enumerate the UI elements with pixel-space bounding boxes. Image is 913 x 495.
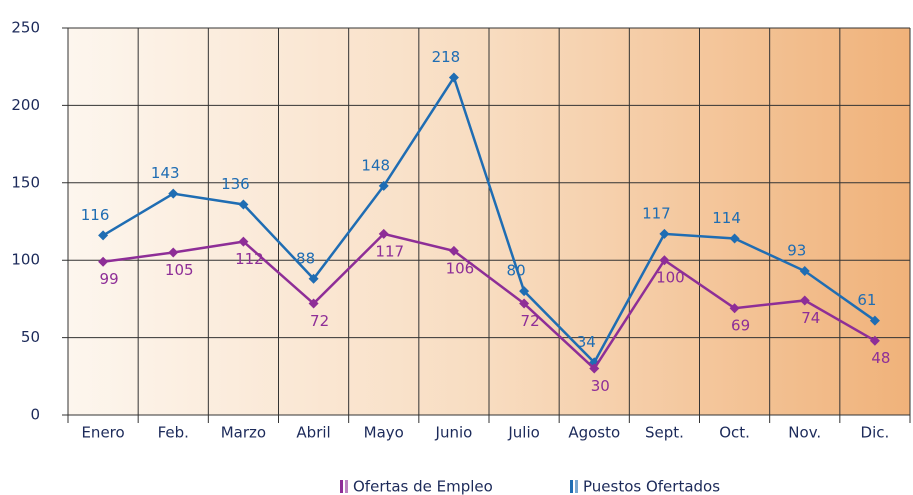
legend-label: Puestos Ofertados xyxy=(583,478,720,495)
y-tick-label: 100 xyxy=(11,251,40,269)
legend-label: Ofertas de Empleo xyxy=(353,478,493,495)
x-tick-label: Enero xyxy=(81,424,124,442)
data-label: 61 xyxy=(857,291,876,309)
data-label: 117 xyxy=(642,204,671,222)
y-tick-label: 250 xyxy=(11,19,40,37)
series-line xyxy=(102,74,876,365)
x-tick-label: Marzo xyxy=(221,424,266,442)
marker xyxy=(659,255,670,266)
data-label: 218 xyxy=(432,48,461,66)
marker xyxy=(869,315,880,326)
marker xyxy=(448,72,459,83)
x-tick-label: Junio xyxy=(435,424,473,442)
legend-swatch xyxy=(340,480,343,493)
x-tick-label: Nov. xyxy=(788,424,821,442)
data-label: 30 xyxy=(591,377,610,395)
data-label: 114 xyxy=(712,209,741,227)
data-label: 136 xyxy=(221,175,250,193)
y-tick-label: 50 xyxy=(21,328,40,346)
data-label: 148 xyxy=(361,156,390,174)
y-tick-label: 0 xyxy=(30,406,40,424)
marker xyxy=(448,245,459,256)
marker xyxy=(589,363,600,374)
marker xyxy=(378,228,389,239)
marker xyxy=(308,298,319,309)
data-label: 74 xyxy=(801,309,820,327)
marker xyxy=(238,199,249,210)
x-tick-label: Sept. xyxy=(645,424,684,442)
marker xyxy=(308,273,319,284)
data-label: 72 xyxy=(521,312,540,330)
marker xyxy=(799,295,810,306)
data-label: 99 xyxy=(100,270,119,288)
x-tick-label: Feb. xyxy=(158,424,189,442)
data-label: 106 xyxy=(446,259,475,277)
x-tick-label: Dic. xyxy=(861,424,890,442)
data-label: 69 xyxy=(731,317,750,335)
marker xyxy=(98,256,109,267)
marker xyxy=(519,286,530,297)
marker xyxy=(729,233,740,244)
data-label: 105 xyxy=(165,261,194,279)
marker xyxy=(378,180,389,191)
marker xyxy=(799,266,810,277)
marker xyxy=(168,247,179,258)
legend-swatch xyxy=(575,480,578,493)
data-label: 34 xyxy=(577,333,596,351)
marker xyxy=(659,228,670,239)
legend-swatch xyxy=(570,480,573,493)
data-label: 93 xyxy=(787,242,806,260)
y-tick-label: 200 xyxy=(11,96,40,114)
y-tick-label: 150 xyxy=(11,173,40,191)
x-tick-label: Agosto xyxy=(568,424,620,442)
data-label: 143 xyxy=(151,164,180,182)
data-label: 48 xyxy=(871,349,890,367)
x-tick-label: Mayo xyxy=(364,424,404,442)
data-label: 117 xyxy=(375,242,404,260)
marker xyxy=(519,298,530,309)
marker xyxy=(869,335,880,346)
marker xyxy=(729,303,740,314)
marker xyxy=(238,236,249,247)
data-label: 112 xyxy=(235,250,264,268)
data-label: 80 xyxy=(507,262,526,280)
x-tick-label: Julio xyxy=(507,424,539,442)
data-label: 88 xyxy=(296,249,315,267)
marker xyxy=(98,230,109,241)
data-label: 72 xyxy=(310,312,329,330)
legend-swatch xyxy=(345,480,348,493)
x-tick-label: Abril xyxy=(296,424,330,442)
marker xyxy=(168,188,179,199)
x-tick-label: Oct. xyxy=(719,424,750,442)
data-label: 116 xyxy=(81,206,110,224)
series-line xyxy=(102,232,876,371)
data-label: 100 xyxy=(656,269,685,287)
